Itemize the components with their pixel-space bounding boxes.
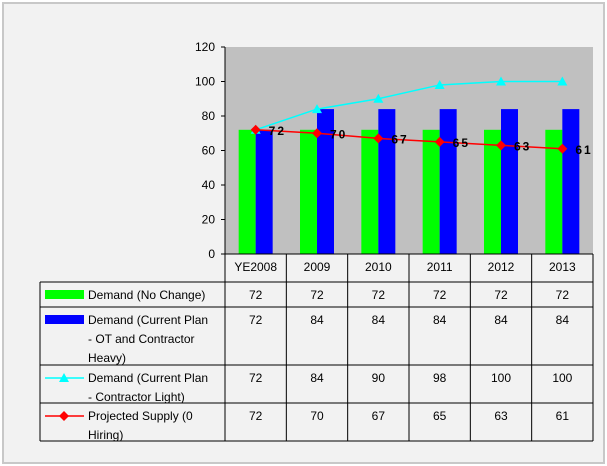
table-cell: 67	[372, 409, 386, 423]
legend-label: Hiring)	[88, 428, 123, 442]
bar	[300, 129, 317, 254]
bar	[317, 109, 334, 254]
x-tick-label: YE2008	[234, 260, 277, 274]
y-tick-label: 0	[208, 247, 215, 261]
y-tick-label: 120	[195, 40, 215, 54]
series-line	[255, 80, 563, 131]
table-cell: 65	[433, 409, 447, 423]
legend-key	[45, 290, 84, 299]
legend-key	[45, 315, 84, 324]
table-cell: 84	[310, 371, 324, 385]
table-cell: 61	[556, 409, 570, 423]
bar	[238, 129, 256, 254]
data-label: 63	[514, 139, 531, 153]
x-tick-label: 2013	[549, 260, 576, 274]
line-point	[434, 79, 445, 89]
table-cell: 84	[494, 313, 508, 327]
line-point	[557, 143, 568, 154]
table-cell: 72	[433, 288, 447, 302]
data-label: 65	[453, 136, 470, 150]
legend-label: Demand (No Change)	[88, 288, 205, 302]
table-cell: 84	[310, 313, 324, 327]
plot-area	[225, 47, 593, 254]
table-cell: 72	[249, 313, 263, 327]
series-line	[255, 129, 563, 150]
x-tick-label: 2012	[488, 260, 515, 274]
line-point	[496, 140, 506, 151]
table-cell: 72	[372, 288, 386, 302]
table-cell: 100	[552, 371, 572, 385]
bar	[255, 129, 273, 254]
line-point	[496, 76, 506, 86]
line-point	[557, 76, 568, 86]
bar	[484, 129, 501, 254]
line-point	[373, 93, 384, 103]
x-tick-label: 2011	[427, 260, 453, 274]
legend-label: - Contractor Light)	[88, 390, 185, 404]
legend-marker	[59, 373, 69, 382]
data-label: 61	[575, 143, 592, 157]
y-tick-label: 20	[202, 213, 216, 227]
table-cell: 72	[249, 288, 263, 302]
y-tick-label: 100	[195, 75, 215, 89]
table-cell: 98	[433, 371, 447, 385]
table-cell: 72	[556, 288, 570, 302]
legend-label: - OT and Contractor	[88, 332, 195, 346]
line-point	[312, 104, 322, 114]
bar	[378, 109, 396, 254]
legend-label: Heavy)	[88, 351, 126, 365]
bar	[439, 109, 457, 254]
table-cell: 72	[249, 409, 263, 423]
table-cell: 63	[494, 409, 508, 423]
x-tick-label: 2009	[304, 260, 331, 274]
table-cell: 84	[556, 313, 570, 327]
line-point	[250, 124, 261, 135]
table-cell: 100	[491, 371, 511, 385]
table-cell: 84	[372, 313, 386, 327]
y-tick-label: 80	[202, 109, 216, 123]
line-point	[312, 128, 322, 139]
legend-label: Demand (Current Plan	[88, 371, 208, 385]
table-cell: 90	[372, 371, 386, 385]
line-point	[434, 136, 445, 147]
legend-marker	[59, 411, 69, 421]
y-tick-label: 40	[202, 178, 216, 192]
y-tick-label: 60	[202, 144, 216, 158]
table-cell: 72	[249, 371, 263, 385]
data-label: 72	[269, 124, 286, 138]
bar	[501, 109, 518, 254]
line-point	[373, 133, 384, 144]
table-cell: 84	[433, 313, 447, 327]
table-cell: 72	[494, 288, 508, 302]
legend-label: Demand (Current Plan	[88, 313, 208, 327]
data-label: 67	[391, 132, 408, 146]
legend-label: Projected Supply (0	[88, 409, 193, 423]
data-label: 70	[330, 127, 347, 141]
table-cell: 72	[310, 288, 324, 302]
bar	[422, 129, 440, 254]
bar	[562, 109, 580, 254]
bar	[545, 129, 563, 254]
x-tick-label: 2010	[365, 260, 392, 274]
bar	[361, 129, 379, 254]
table-cell: 70	[310, 409, 324, 423]
